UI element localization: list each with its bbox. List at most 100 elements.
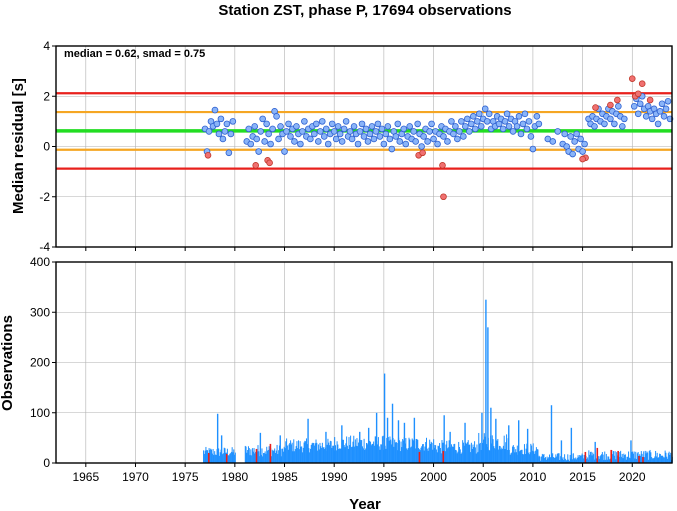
observation-bar xyxy=(458,446,460,463)
observation-bar xyxy=(649,449,651,463)
observation-bar xyxy=(601,452,603,463)
observation-bar xyxy=(501,447,503,463)
observation-bar xyxy=(659,453,661,463)
observation-bar xyxy=(218,455,220,463)
observation-bar xyxy=(483,439,485,463)
observation-bar xyxy=(394,439,396,463)
residual-point xyxy=(452,123,459,130)
outlier-observation-bar xyxy=(255,448,258,463)
observation-bar xyxy=(435,445,437,463)
year-x-ticks: 1965 1970 1975 1980 1985 1990 1995 2000 2005 2010… xyxy=(72,247,646,484)
observation-bar xyxy=(418,448,420,463)
observation-bar xyxy=(648,451,650,463)
residual-point xyxy=(293,123,300,130)
observation-bar xyxy=(251,448,253,463)
residual-points xyxy=(201,75,674,201)
observation-spike-bar xyxy=(630,440,632,463)
outlier-point xyxy=(592,104,599,111)
residual-point xyxy=(350,123,358,130)
outlier-observation-bar xyxy=(596,447,599,463)
residual-point xyxy=(342,118,350,125)
observation-bar xyxy=(313,445,315,463)
residual-point xyxy=(406,123,414,130)
observation-bar xyxy=(531,450,533,463)
observation-spike-bar xyxy=(443,415,445,463)
residual-point xyxy=(648,115,656,123)
residual-point xyxy=(334,123,342,130)
residual-point xyxy=(481,105,489,113)
observation-bar xyxy=(218,448,220,463)
observation-bar xyxy=(527,452,529,463)
observation-spike-bar xyxy=(367,427,370,463)
residual-point xyxy=(444,138,451,145)
observation-bar xyxy=(530,443,532,463)
observation-bar xyxy=(606,459,608,463)
residual-point xyxy=(336,130,344,138)
residual-point xyxy=(428,120,435,128)
residual-point xyxy=(267,140,274,148)
observation-bar xyxy=(502,445,504,463)
observation-bar xyxy=(528,454,530,463)
residual-point xyxy=(320,133,328,140)
observation-bar xyxy=(294,449,296,463)
observation-bar xyxy=(420,447,422,463)
observation-bar xyxy=(460,453,462,463)
residual-point xyxy=(297,140,304,148)
observation-bar xyxy=(589,451,591,463)
observation-bar xyxy=(406,448,408,463)
observation-bar xyxy=(529,452,531,463)
observation-bar xyxy=(660,455,662,463)
observation-bar xyxy=(601,454,603,463)
observation-bar xyxy=(564,454,566,463)
residual-y-tick-label: 2 xyxy=(43,89,50,103)
observation-bar xyxy=(466,442,468,463)
residual-point xyxy=(434,140,441,148)
residual-point xyxy=(285,120,292,128)
observation-bar xyxy=(411,438,413,463)
residual-point xyxy=(483,118,491,125)
observation-bar xyxy=(567,454,569,463)
observation-bar xyxy=(400,441,402,463)
residual-point xyxy=(607,115,614,123)
observation-bar xyxy=(319,442,321,463)
residual-point xyxy=(227,130,235,138)
observation-bar xyxy=(345,443,347,463)
observation-bar xyxy=(533,451,535,463)
outlier-observation-bar xyxy=(638,455,640,463)
residual-point xyxy=(424,138,431,145)
observation-bar xyxy=(554,457,556,463)
residual-point xyxy=(460,133,467,140)
observation-bar xyxy=(316,442,318,463)
observation-bar xyxy=(515,449,517,463)
observation-bar xyxy=(348,437,350,463)
observation-bar xyxy=(595,458,597,463)
observation-bar xyxy=(262,456,264,463)
observation-bar xyxy=(408,437,410,463)
observation-bar xyxy=(447,448,449,463)
observation-bar xyxy=(492,439,494,463)
observation-bar xyxy=(549,457,551,463)
chart-title: Station ZST, phase P, 17694 observations xyxy=(218,2,511,19)
observations-y-tick-label: 200 xyxy=(30,356,50,370)
residual-point xyxy=(215,130,223,138)
observation-bar xyxy=(651,458,653,463)
observation-bar xyxy=(329,440,331,463)
residual-point xyxy=(418,143,425,150)
observation-bar xyxy=(328,442,330,463)
residual-point xyxy=(314,138,322,145)
residual-point xyxy=(386,135,394,143)
observation-bar xyxy=(308,448,310,463)
residual-point xyxy=(654,120,662,128)
residual-point xyxy=(281,148,288,155)
observation-bar xyxy=(347,449,349,463)
observation-bar xyxy=(480,449,482,463)
residual-point xyxy=(527,133,535,140)
observation-bar xyxy=(470,452,472,463)
observation-bar xyxy=(669,454,671,463)
observation-bar xyxy=(474,441,476,463)
residual-point xyxy=(430,135,437,143)
observation-bar xyxy=(427,450,429,463)
observation-bar xyxy=(488,449,490,463)
observation-bar xyxy=(493,446,495,463)
observation-bar xyxy=(335,450,337,463)
